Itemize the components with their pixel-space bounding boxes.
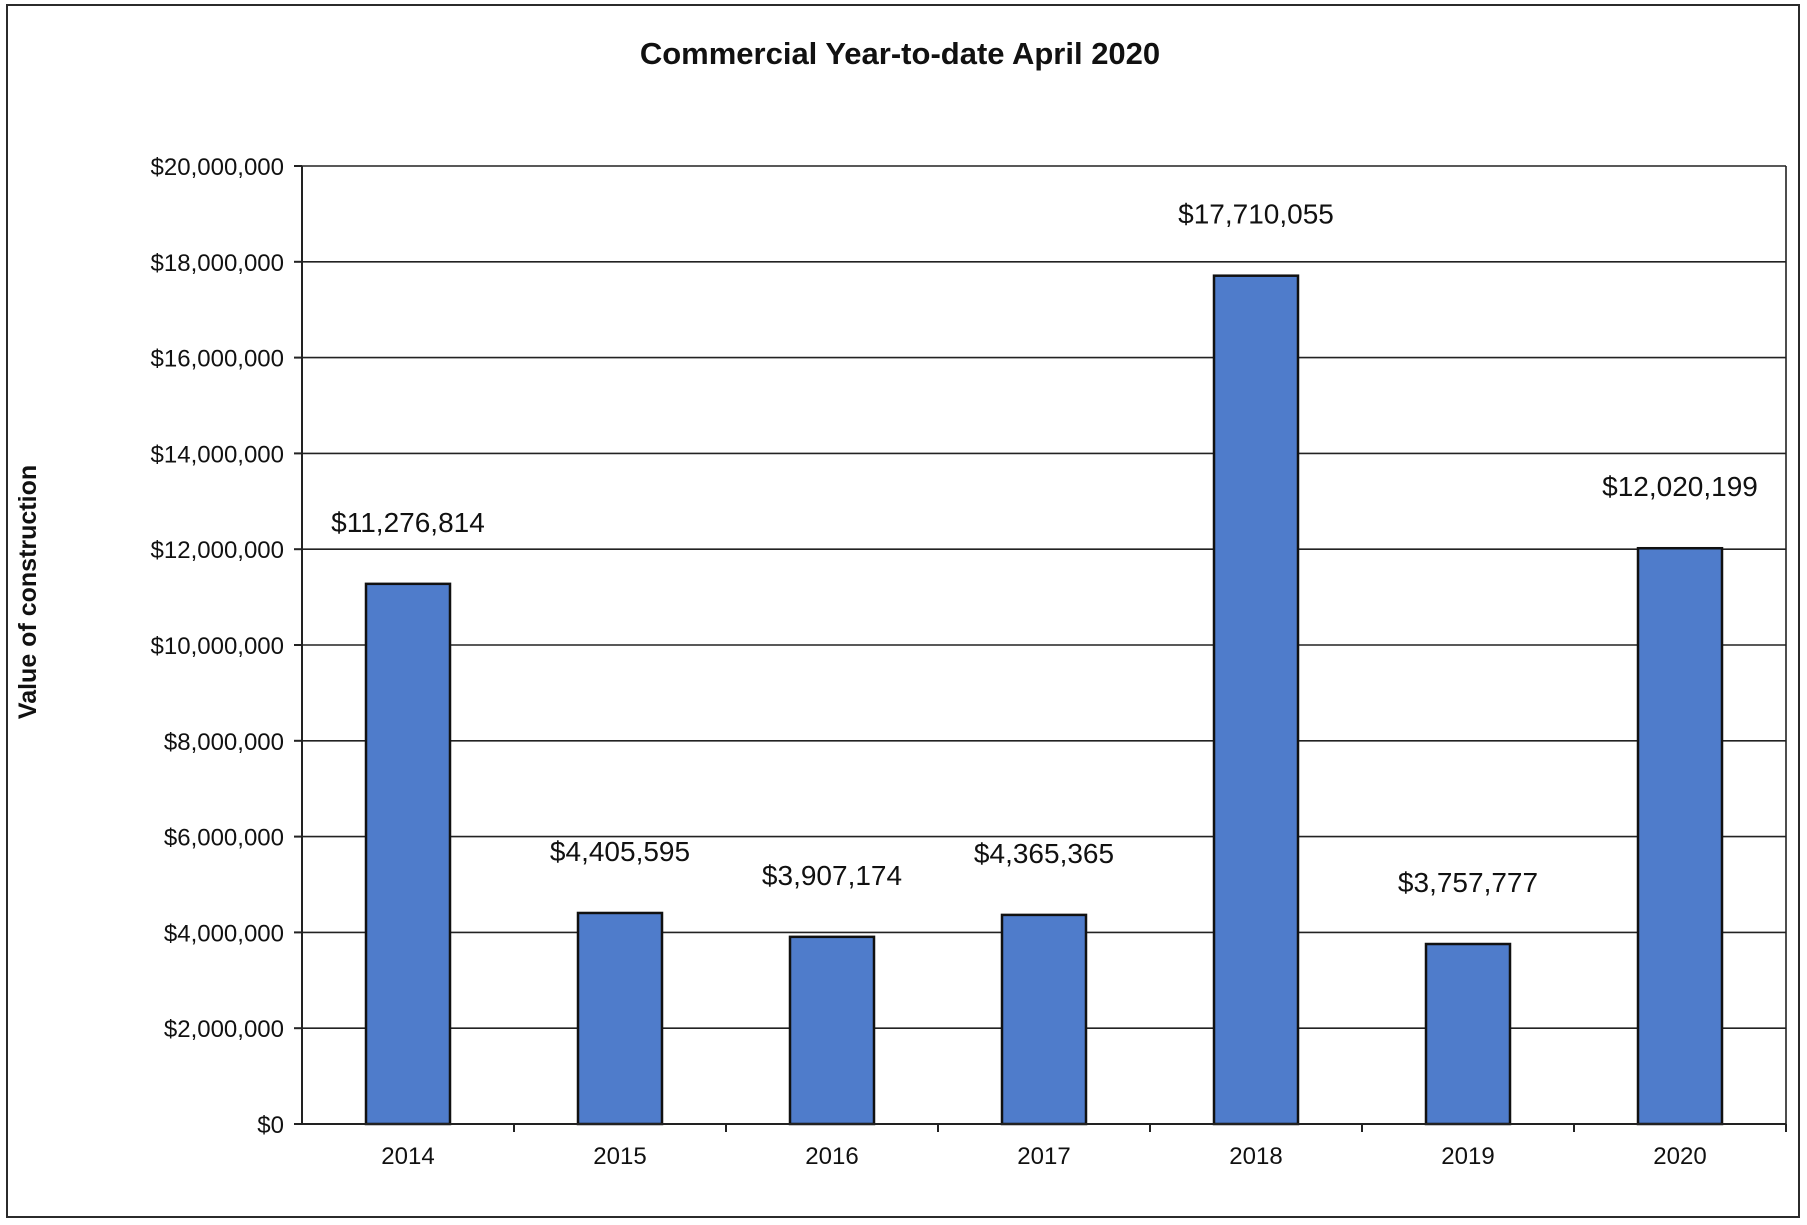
bar-2019 [1424, 942, 1512, 1126]
y-tick-label: $4,000,000 [164, 920, 284, 947]
axes: $0 $2,000,000 $4,000,000 $6,000,000 $8,000,0… [151, 154, 1787, 1170]
y-tick-label: $14,000,000 [151, 441, 284, 468]
bar-2017 [1000, 913, 1088, 1126]
bar-2016 [788, 935, 876, 1126]
data-label: $4,365,365 [974, 838, 1114, 869]
x-tick-label: 2018 [1229, 1143, 1282, 1170]
x-tick-label: 2015 [593, 1143, 646, 1170]
data-label: $12,020,199 [1602, 471, 1758, 502]
y-tick-label: $0 [257, 1112, 284, 1139]
data-label: $17,710,055 [1178, 199, 1334, 230]
y-tick-label: $6,000,000 [164, 825, 284, 852]
bars [364, 274, 1724, 1126]
y-tick-label: $20,000,000 [151, 154, 284, 181]
y-tick-label: $2,000,000 [164, 1016, 284, 1043]
data-label: $4,405,595 [550, 836, 690, 867]
bar-2020 [1636, 546, 1724, 1126]
y-tick-label: $16,000,000 [151, 346, 284, 373]
data-label: $11,276,814 [331, 507, 485, 538]
x-tick-label: 2014 [381, 1143, 434, 1170]
chart-title: Commercial Year-to-date April 2020 [640, 36, 1160, 71]
gridlines [302, 165, 1787, 1124]
bar-2014 [364, 582, 452, 1126]
y-axis-label: Value of construction [14, 465, 42, 719]
y-tick-label: $12,000,000 [151, 537, 284, 564]
x-tick-label: 2020 [1653, 1143, 1706, 1170]
x-tick-label: 2019 [1441, 1143, 1494, 1170]
y-tick-label: $8,000,000 [164, 729, 284, 756]
x-tick-label: 2017 [1017, 1143, 1070, 1170]
data-label: $3,907,174 [762, 860, 902, 891]
y-tick-label: $10,000,000 [151, 633, 284, 660]
y-tick-label: $18,000,000 [151, 250, 284, 277]
data-labels: $11,276,814 $4,405,595 $3,907,174 $4,365,36… [331, 199, 1758, 898]
bar-2018 [1212, 274, 1300, 1126]
x-tick-label: 2016 [805, 1143, 858, 1170]
bar-2015 [576, 911, 664, 1126]
data-label: $3,757,777 [1398, 867, 1538, 898]
